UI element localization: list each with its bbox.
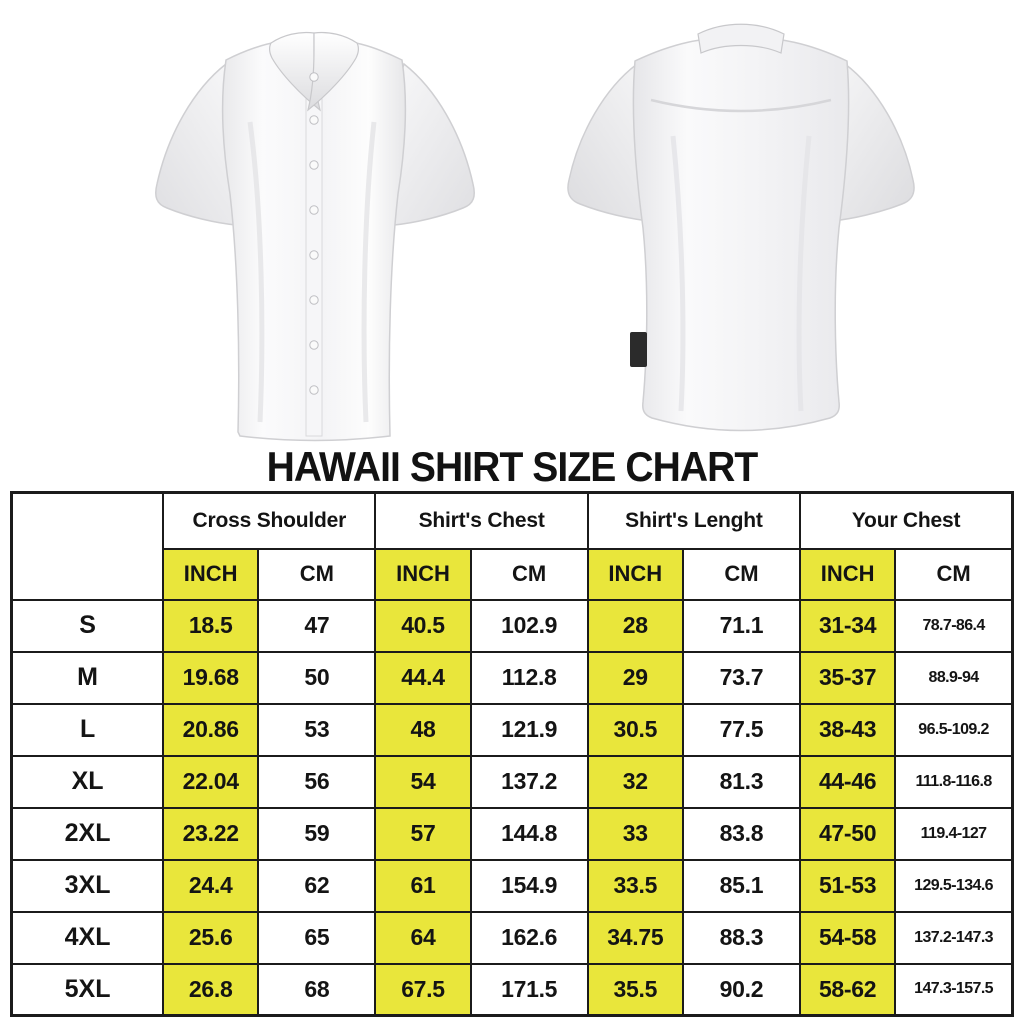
value-cell-cm: 77.5 — [681, 702, 802, 757]
table-row-m: M 19.68 50 44.4 112.8 29 73.7 35-37 88.9… — [10, 650, 1014, 705]
value-cell-inch: 32 — [586, 754, 684, 809]
unit-cm-header: CM — [681, 547, 802, 601]
table-row-s: S 18.5 47 40.5 102.9 28 71.1 31-34 78.7-… — [10, 598, 1014, 653]
value-cell-inch: 35.5 — [586, 962, 684, 1017]
value-cell-inch: 19.68 — [162, 650, 260, 705]
value-cell-inch: 33.5 — [586, 858, 684, 913]
value-cell-inch: 40.5 — [374, 598, 472, 653]
value-cell-inch: 44.4 — [374, 650, 472, 705]
unit-inch-header: INCH — [162, 547, 260, 601]
value-cell-cm: 88.3 — [681, 910, 802, 965]
value-cell-cm: 121.9 — [469, 702, 589, 757]
unit-inch-header: INCH — [799, 547, 897, 601]
value-cell-cm: 111.8-116.8 — [894, 754, 1014, 809]
value-cell-inch: 48 — [374, 702, 472, 757]
value-cell-inch: 54 — [374, 754, 472, 809]
value-cell-cm: 137.2 — [469, 754, 589, 809]
value-cell-inch: 20.86 — [162, 702, 260, 757]
table-row-5xl: 5XL 26.8 68 67.5 171.5 35.5 90.2 58-62 1… — [10, 962, 1014, 1017]
value-cell-cm: 119.4-127 — [894, 806, 1014, 861]
value-cell-cm: 47 — [257, 598, 377, 653]
row-size-label: L — [10, 702, 165, 757]
value-cell-cm: 68 — [257, 962, 377, 1017]
table-row-xl: XL 22.04 56 54 137.2 32 81.3 44-46 111.8… — [10, 754, 1014, 809]
value-cell-cm: 62 — [257, 858, 377, 913]
value-cell-inch: 57 — [374, 806, 472, 861]
value-cell-inch: 24.4 — [162, 858, 260, 913]
value-cell-inch: 18.5 — [162, 598, 260, 653]
value-cell-cm: 53 — [257, 702, 377, 757]
value-cell-cm: 147.3-157.5 — [894, 962, 1014, 1017]
value-cell-inch: 25.6 — [162, 910, 260, 965]
header-cross-shoulder: Cross Shoulder — [162, 491, 377, 550]
value-cell-inch: 28 — [586, 598, 684, 653]
value-cell-inch: 54-58 — [799, 910, 897, 965]
value-cell-cm: 85.1 — [681, 858, 802, 913]
table-row-4xl: 4XL 25.6 65 64 162.6 34.75 88.3 54-58 13… — [10, 910, 1014, 965]
value-cell-inch: 30.5 — [586, 702, 684, 757]
value-cell-cm: 171.5 — [469, 962, 589, 1017]
value-cell-cm: 78.7-86.4 — [894, 598, 1014, 653]
value-cell-inch: 61 — [374, 858, 472, 913]
unit-cm-header: CM — [257, 547, 377, 601]
value-cell-cm: 137.2-147.3 — [894, 910, 1014, 965]
value-cell-inch: 31-34 — [799, 598, 897, 653]
value-cell-inch: 29 — [586, 650, 684, 705]
size-chart-table: Cross Shoulder Shirt's Chest Shirt's Len… — [10, 491, 1014, 1017]
value-cell-cm: 96.5-109.2 — [894, 702, 1014, 757]
header-shirts-lenght: Shirt's Lenght — [586, 491, 802, 550]
hem-tag — [630, 332, 647, 367]
value-cell-inch: 51-53 — [799, 858, 897, 913]
table-row-2xl: 2XL 23.22 59 57 144.8 33 83.8 47-50 119.… — [10, 806, 1014, 861]
value-cell-inch: 38-43 — [799, 702, 897, 757]
value-cell-cm: 83.8 — [681, 806, 802, 861]
value-cell-cm: 129.5-134.6 — [894, 858, 1014, 913]
unit-inch-header: INCH — [374, 547, 472, 601]
value-cell-cm: 73.7 — [681, 650, 802, 705]
value-cell-inch: 67.5 — [374, 962, 472, 1017]
value-cell-cm: 71.1 — [681, 598, 802, 653]
value-cell-cm: 59 — [257, 806, 377, 861]
header-shirts-chest: Shirt's Chest — [374, 491, 589, 550]
corner-cell — [10, 491, 165, 601]
value-cell-cm: 102.9 — [469, 598, 589, 653]
header-your-chest: Your Chest — [799, 491, 1014, 550]
row-size-label: 3XL — [10, 858, 165, 913]
value-cell-inch: 33 — [586, 806, 684, 861]
value-cell-cm: 162.6 — [469, 910, 589, 965]
value-cell-cm: 112.8 — [469, 650, 589, 705]
shirt-front-image — [155, 31, 475, 442]
value-cell-inch: 44-46 — [799, 754, 897, 809]
value-cell-cm: 81.3 — [681, 754, 802, 809]
value-cell-inch: 34.75 — [586, 910, 684, 965]
value-cell-cm: 65 — [257, 910, 377, 965]
row-size-label: 4XL — [10, 910, 165, 965]
value-cell-inch: 64 — [374, 910, 472, 965]
value-cell-cm: 88.9-94 — [894, 650, 1014, 705]
table-row-3xl: 3XL 24.4 62 61 154.9 33.5 85.1 51-53 129… — [10, 858, 1014, 913]
shirt-back-image — [567, 23, 915, 432]
value-cell-inch: 22.04 — [162, 754, 260, 809]
table-row-l: L 20.86 53 48 121.9 30.5 77.5 38-43 96.5… — [10, 702, 1014, 757]
value-cell-inch: 35-37 — [799, 650, 897, 705]
row-size-label: 5XL — [10, 962, 165, 1017]
unit-cm-header: CM — [469, 547, 589, 601]
value-cell-cm: 50 — [257, 650, 377, 705]
value-cell-inch: 26.8 — [162, 962, 260, 1017]
value-cell-cm: 56 — [257, 754, 377, 809]
unit-inch-header: INCH — [586, 547, 684, 601]
unit-cm-header: CM — [894, 547, 1014, 601]
row-size-label: M — [10, 650, 165, 705]
page-title: HAWAII SHIRT SIZE CHART — [266, 443, 759, 490]
value-cell-cm: 144.8 — [469, 806, 589, 861]
row-size-label: XL — [10, 754, 165, 809]
value-cell-inch: 23.22 — [162, 806, 260, 861]
value-cell-inch: 47-50 — [799, 806, 897, 861]
row-size-label: S — [10, 598, 165, 653]
value-cell-cm: 154.9 — [469, 858, 589, 913]
value-cell-inch: 58-62 — [799, 962, 897, 1017]
value-cell-cm: 90.2 — [681, 962, 802, 1017]
row-size-label: 2XL — [10, 806, 165, 861]
